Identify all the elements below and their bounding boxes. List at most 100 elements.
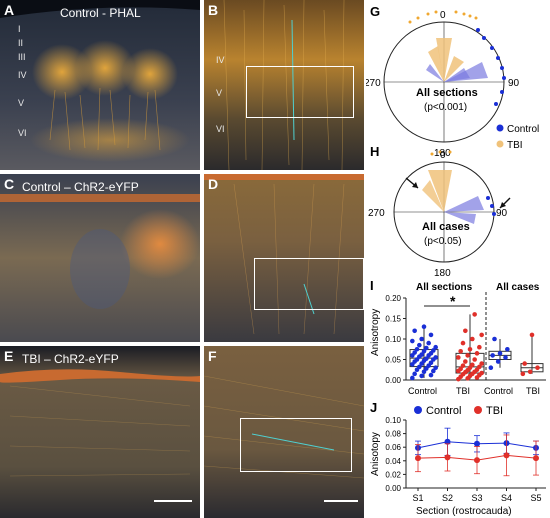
box: [455, 352, 485, 374]
data-point: [505, 346, 510, 352]
tick-label: 180: [434, 148, 451, 159]
control-petal: [444, 68, 470, 82]
data-point: [472, 312, 477, 317]
data-point: [492, 336, 497, 342]
line-chart-j: J Anisotopy Control TBI 0.00 0.02 0.04 0.06…: [370, 400, 546, 517]
data-point: [477, 364, 482, 370]
tbi-petal: [436, 38, 452, 82]
micrograph-b-image: [204, 0, 364, 170]
polar-chart-h: H 0 90 180 270 All cases (p<0.05): [368, 144, 511, 279]
data-point: [535, 365, 540, 370]
tick-label: 0: [440, 10, 446, 21]
data-point: [415, 455, 421, 462]
x-tick-label: TBI: [526, 386, 540, 396]
x-tick-label: S5: [530, 493, 541, 503]
panel-label-a: A: [4, 2, 15, 18]
panel-label-j: J: [370, 400, 377, 415]
panel-label-i: I: [370, 278, 374, 293]
tbi-petal: [444, 56, 464, 82]
data-point: [414, 346, 420, 352]
y-tick-label: 0.20: [385, 294, 401, 303]
polar-caption: All sections: [416, 87, 478, 99]
y-tick-label: 0.15: [385, 315, 401, 324]
data-point: [503, 452, 510, 459]
data-point: [419, 336, 424, 342]
x-tick-label: S1: [412, 493, 423, 503]
legend-marker-control: [414, 406, 422, 414]
x-tick-label: TBI: [456, 386, 470, 396]
tick-label: 180: [434, 268, 451, 279]
micrograph-panel-f: F: [204, 346, 364, 518]
layer-label: I: [18, 24, 21, 34]
legend-label: TBI: [486, 405, 503, 417]
layer-label: III: [18, 52, 26, 62]
layer-label: V: [18, 98, 25, 108]
data-point: [433, 365, 438, 370]
data-point: [458, 349, 463, 354]
panel-label-e: E: [4, 348, 14, 364]
panel-title-e: TBI – ChR2-eYFP: [22, 352, 119, 366]
tick-label: 270: [366, 78, 381, 89]
data-point: [463, 328, 468, 334]
legend-marker-tbi: [474, 406, 482, 414]
data-point: [419, 373, 424, 379]
data-point: [460, 363, 466, 368]
y-tick-label: 0.05: [385, 356, 401, 365]
data-point: [470, 362, 475, 368]
panel-label-f: F: [208, 348, 217, 364]
scale-bar: [324, 500, 358, 502]
tick-label: 90: [508, 78, 520, 89]
data-point: [474, 440, 480, 447]
tbi-petal: [422, 180, 444, 212]
control-rim-dots: [486, 196, 496, 216]
data-point: [444, 438, 451, 445]
tbi-petal: [428, 170, 452, 212]
panel-label-d: D: [208, 176, 219, 192]
data-point: [497, 351, 503, 356]
data-point: [428, 372, 434, 378]
data-point: [472, 357, 477, 362]
x-tick-label: S4: [501, 493, 512, 503]
micrograph-c-image: [0, 174, 200, 342]
data-point: [421, 369, 427, 375]
y-tick-label: 0.00: [385, 484, 401, 493]
tick-label: 90: [496, 208, 508, 219]
data-point: [474, 351, 480, 356]
data-point: [458, 366, 463, 372]
data-point: [460, 340, 466, 346]
data-point: [474, 457, 480, 464]
y-tick-label: 0.00: [385, 376, 401, 385]
scatter-chart-i: I Anisotropy All sections All cases * 0.…: [370, 278, 546, 396]
group-title: All sections: [416, 282, 473, 293]
region-of-interest-box: [240, 418, 352, 472]
polar-chart-g: G 0 90 180 270 All sections (p<0.001) Co…: [366, 4, 539, 159]
data-point: [520, 371, 526, 377]
tick-label: 0: [440, 150, 446, 161]
tick-label: 270: [368, 208, 385, 219]
control-rim-dots: [476, 28, 506, 106]
data-point: [419, 352, 424, 357]
micrograph-panel-b: B IV V VI: [204, 0, 364, 170]
y-tick-label: 0.06: [385, 443, 401, 452]
legend-label: Control: [426, 405, 461, 417]
layer-label: IV: [216, 55, 225, 65]
control-petal: [426, 64, 444, 82]
data-point: [428, 332, 434, 338]
data-point: [533, 455, 539, 462]
layer-label: IV: [18, 70, 27, 80]
panel-label-g: G: [370, 4, 380, 19]
scale-bar: [154, 500, 192, 502]
data-point: [522, 361, 527, 366]
panel-label-h: H: [370, 144, 379, 159]
polar-caption: All cases: [422, 221, 470, 233]
x-tick-label: Control: [484, 386, 513, 396]
data-point: [488, 365, 494, 370]
tbi-petal: [428, 46, 444, 82]
y-axis-label: Anisotropy: [370, 309, 381, 356]
panel-label-b: B: [208, 2, 219, 18]
data-point: [421, 349, 427, 354]
data-point: [433, 344, 438, 350]
y-tick-label: 0.10: [385, 335, 401, 344]
data-point: [477, 344, 482, 350]
legend-marker-tbi: [496, 140, 504, 148]
